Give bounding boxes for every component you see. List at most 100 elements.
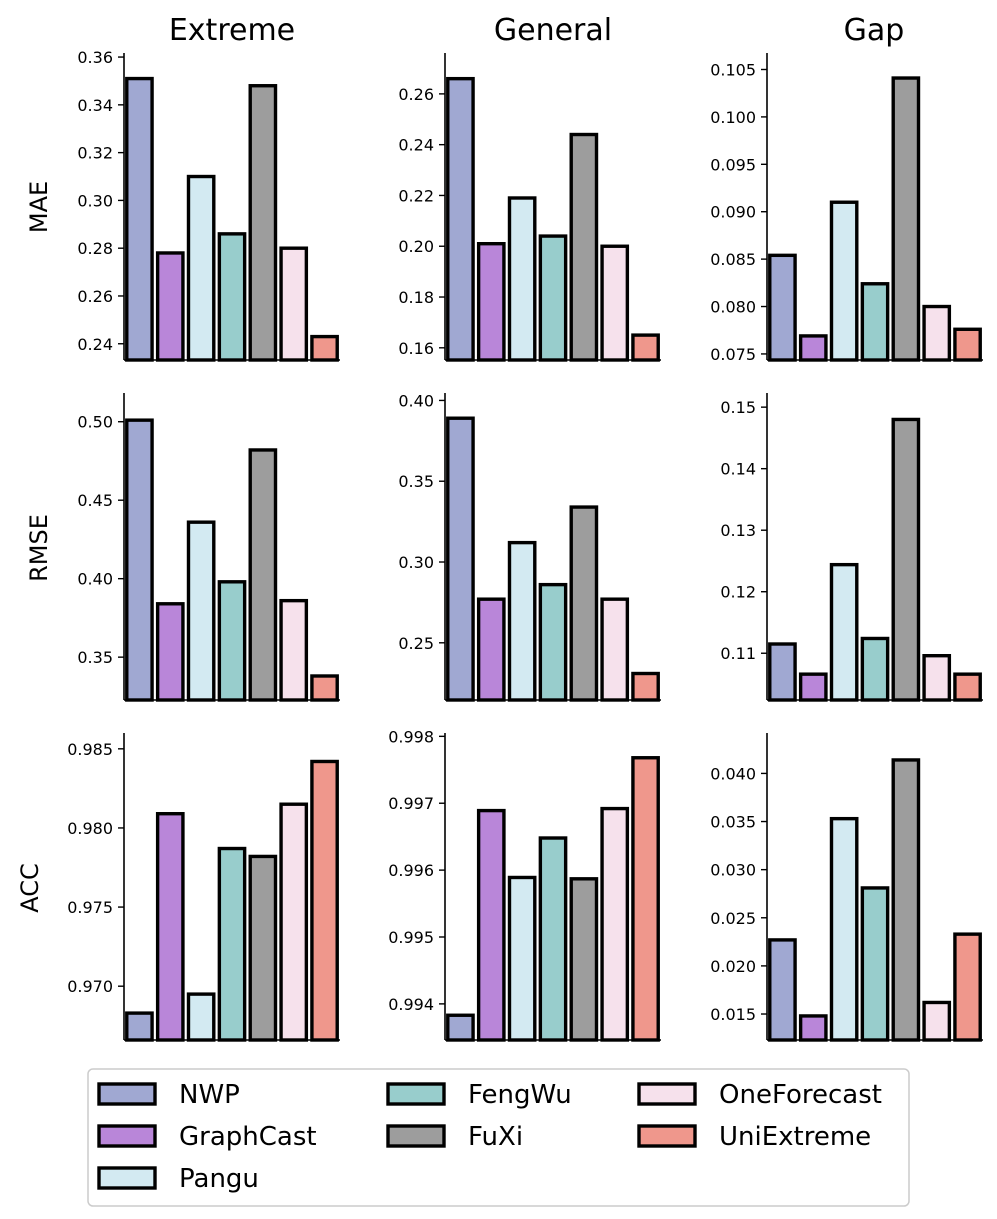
bar-acc-general-graphcast [476,808,506,1042]
panel-acc-general: 0.994 0.995 0.996 0.997 0.998 [388,727,661,1042]
y-tick-label-rmse-extreme-0: 0.35 [77,648,113,667]
legend-label-nwp: NWP [179,1080,240,1110]
bar-acc-general-oneforecast [600,806,630,1042]
y-tick-label-rmse-gap-4: 0.15 [720,398,756,417]
bar-acc-gap-graphcast [798,1014,828,1042]
legend-label-fengwu: FengWu [468,1080,572,1110]
legend-swatch-uniextreme [637,1124,697,1148]
bar-acc-general-pangu [507,875,537,1042]
bar-rmse-extreme-graphcast [155,602,185,702]
bar-mae-general-uniextreme [631,333,660,362]
bar-mae-general-fengwu [538,234,568,362]
row-label-mae: MAE [25,181,53,233]
column-title-extreme: Extreme [169,13,295,48]
bar-rmse-general-fengwu [538,582,568,702]
bar-acc-general-uniextreme [631,756,660,1042]
bar-mae-gap-pangu [829,200,859,362]
y-tick-label-acc-gap-2: 0.025 [710,909,756,928]
legend-swatch-graphcast [97,1124,157,1148]
bar-mae-extreme-nwp [125,76,154,362]
y-tick-label-rmse-general-1: 0.30 [398,553,434,572]
y-tick-label-mae-gap-3: 0.090 [710,203,756,222]
panel-rmse-general: 0.25 0.30 0.35 0.40 [398,391,661,702]
y-tick-label-mae-gap-6: 0.105 [710,60,756,79]
y-tick-label-mae-extreme-3: 0.30 [77,191,113,210]
bar-acc-gap-pangu [829,816,859,1042]
bar-rmse-general-pangu [507,540,537,702]
bar-acc-extreme-graphcast [155,812,185,1042]
legend-item-fengwu: FengWu [386,1080,572,1110]
y-tick-label-mae-extreme-4: 0.32 [77,144,113,163]
legend-label-graphcast: GraphCast [179,1122,317,1152]
bar-rmse-extreme-nwp [125,418,154,702]
bar-acc-gap-uniextreme [953,932,982,1042]
bar-rmse-general-nwp [446,416,475,702]
y-tick-label-mae-gap-1: 0.080 [710,298,756,317]
y-tick-label-acc-gap-0: 0.015 [710,1005,756,1024]
y-tick-label-rmse-extreme-2: 0.45 [77,491,113,510]
y-tick-label-acc-general-4: 0.998 [388,727,434,746]
y-tick-label-acc-extreme-1: 0.975 [67,898,113,917]
legend-item-fuxi: FuXi [386,1122,523,1152]
y-tick-label-mae-general-0: 0.16 [398,339,434,358]
panel-rmse-extreme: 0.35 0.40 0.45 0.50 [77,393,340,702]
column-title-gap: Gap [844,13,905,48]
y-tick-label-acc-gap-5: 0.040 [710,764,756,783]
bar-rmse-gap-uniextreme [953,672,982,702]
bar-acc-extreme-uniextreme [310,759,339,1042]
y-tick-label-mae-gap-2: 0.085 [710,250,756,269]
y-tick-label-acc-extreme-3: 0.985 [67,740,113,759]
bar-mae-general-nwp [446,76,475,362]
legend-label-oneforecast: OneForecast [719,1080,882,1110]
legend-item-graphcast: GraphCast [97,1122,317,1152]
y-tick-label-rmse-gap-3: 0.14 [720,460,756,479]
bar-rmse-general-graphcast [476,597,506,702]
bar-mae-gap-fengwu [860,282,890,362]
legend-item-uniextreme: UniExtreme [637,1122,871,1152]
bar-rmse-general-oneforecast [600,597,630,702]
row-label-rmse: RMSE [25,514,53,582]
bar-mae-extreme-fuxi [248,84,278,362]
y-tick-label-rmse-general-3: 0.40 [398,391,434,410]
legend-item-nwp: NWP [97,1080,240,1110]
y-tick-label-mae-extreme-5: 0.34 [77,96,113,115]
y-tick-label-rmse-gap-1: 0.12 [720,583,756,602]
y-tick-label-mae-general-4: 0.24 [398,136,434,155]
legend-label-pangu: Pangu [179,1164,259,1194]
y-tick-label-mae-general-2: 0.20 [398,237,434,256]
y-tick-label-rmse-extreme-3: 0.50 [77,413,113,432]
bar-mae-extreme-fengwu [217,232,247,362]
bar-acc-extreme-oneforecast [279,802,309,1042]
bar-rmse-extreme-fuxi [248,448,278,702]
y-tick-label-acc-extreme-0: 0.970 [67,977,113,996]
y-tick-label-acc-general-0: 0.994 [388,995,434,1014]
bar-mae-general-fuxi [569,132,599,362]
y-tick-label-acc-gap-4: 0.035 [710,813,756,832]
y-tick-label-mae-general-3: 0.22 [398,186,434,205]
bar-rmse-gap-nwp [768,642,797,702]
legend-swatch-oneforecast [637,1082,697,1106]
bar-acc-general-fuxi [569,877,599,1042]
legend-swatch-fengwu [386,1082,446,1106]
bar-mae-extreme-uniextreme [310,334,339,362]
bar-mae-extreme-graphcast [155,251,185,362]
panels: 0.24 0.26 0.28 0.30 0.32 0.34 0.36 0.16 0.18 0.20… [67,48,983,1042]
bar-rmse-general-fuxi [569,505,599,702]
bar-mae-gap-nwp [768,253,797,362]
y-tick-label-acc-general-1: 0.995 [388,928,434,947]
titles: Extreme General Gap MAE RMSE ACC [16,13,904,913]
legend-swatch-nwp [97,1082,157,1106]
bar-acc-gap-fengwu [860,886,890,1042]
bar-acc-extreme-nwp [125,1011,154,1042]
bar-mae-general-pangu [507,196,537,362]
bar-mae-extreme-oneforecast [279,246,309,362]
bar-acc-general-fengwu [538,836,568,1042]
bar-acc-gap-fuxi [891,758,921,1042]
bar-rmse-extreme-fengwu [217,580,247,702]
y-tick-label-acc-general-3: 0.997 [388,794,434,813]
legend-frame [87,1068,910,1207]
y-tick-label-rmse-gap-2: 0.13 [720,521,756,540]
bar-acc-extreme-fuxi [248,854,278,1042]
legend: NWP GraphCast Pangu FengWu FuXi OneForecast Un… [87,1068,910,1207]
